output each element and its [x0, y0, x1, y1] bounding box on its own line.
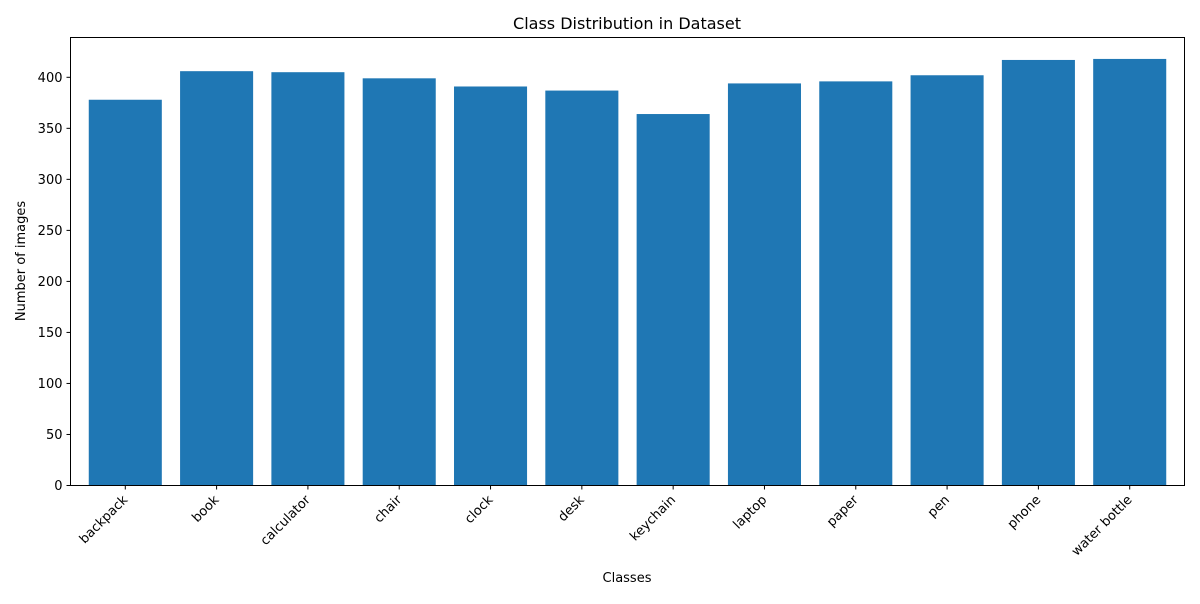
- bar-laptop: [727, 83, 801, 486]
- bar-calculator: [271, 72, 345, 486]
- bar-pen: [910, 75, 984, 486]
- y-tick-label: 0: [54, 479, 62, 494]
- bar-backpack: [88, 99, 162, 486]
- bar-clock: [454, 86, 528, 486]
- bar-keychain: [636, 114, 710, 486]
- y-tick-label: 150: [38, 326, 63, 341]
- y-axis-label: Number of images: [14, 201, 29, 322]
- y-tick-label: 350: [38, 122, 63, 137]
- y-tick-label: 200: [38, 275, 63, 290]
- y-tick-label: 250: [38, 224, 63, 239]
- bars-group: [88, 58, 1167, 486]
- chart-title: Class Distribution in Dataset: [513, 14, 741, 33]
- bar-paper: [819, 81, 893, 486]
- y-tick-label: 300: [38, 173, 63, 188]
- bar-water-bottle: [1093, 58, 1167, 486]
- bar-phone: [1001, 59, 1075, 486]
- y-tick-label: 400: [38, 71, 63, 86]
- y-tick-label: 50: [46, 428, 63, 443]
- plot-area-frame: [70, 37, 1185, 486]
- bar-desk: [545, 90, 619, 486]
- bar-book: [180, 71, 254, 486]
- y-axis-ticks: 0 50 100 150 200 250 300 350 400: [38, 71, 71, 494]
- bar-chair: [362, 78, 436, 486]
- y-tick-label: 100: [38, 377, 63, 392]
- x-axis-label: Classes: [603, 571, 652, 586]
